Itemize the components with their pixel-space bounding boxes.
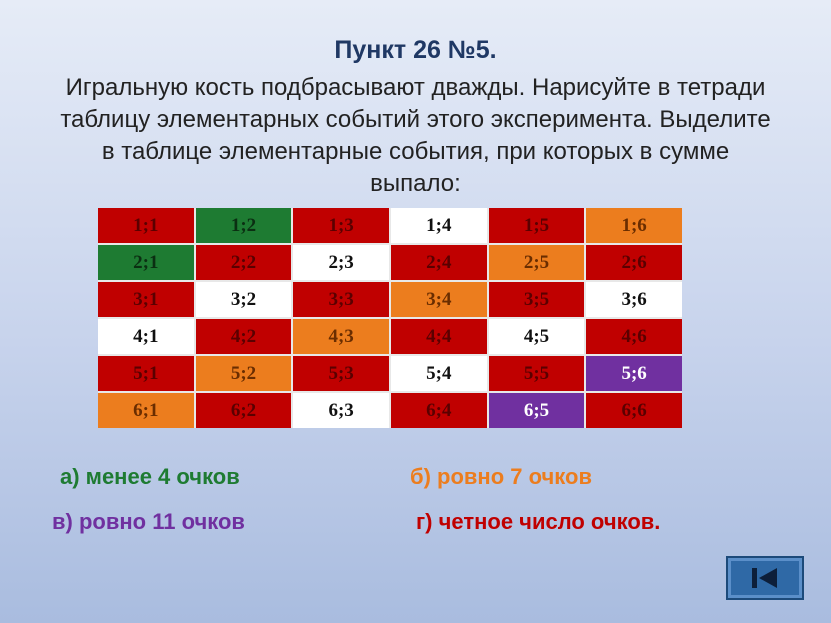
table-cell: 5;2 [195, 356, 292, 391]
table-cell: 1;3 [293, 208, 389, 243]
table-cell: 6;6 [586, 393, 682, 428]
table-cell: 3;6 [586, 282, 682, 317]
table-cell: 3;1 [98, 282, 194, 317]
table-cell: 2;3 [293, 245, 389, 280]
table-cell: 1;5 [488, 208, 585, 243]
first-slide-icon [752, 568, 777, 588]
answer-d: г) четное число очков. [416, 509, 661, 534]
table-cell: 2;5 [488, 245, 585, 280]
table-cell: 3;5 [488, 282, 585, 317]
table-cell: 6;2 [195, 393, 292, 428]
table-cell: 3;3 [293, 282, 389, 317]
table-cell: 4;4 [390, 319, 487, 354]
answer-a: а) менее 4 очков [60, 464, 240, 489]
table-cell: 5;1 [98, 356, 194, 391]
table-cell: 2;1 [98, 245, 194, 280]
answer-b: б) ровно 7 очков [410, 464, 592, 489]
table-cell: 4;3 [293, 319, 389, 354]
table-cell: 3;2 [195, 282, 292, 317]
table-cell: 1;6 [586, 208, 682, 243]
table-cell: 3;4 [390, 282, 487, 317]
table-cell: 5;6 [586, 356, 682, 391]
table-cell: 4;2 [195, 319, 292, 354]
events-table: 1;1 1;2 1;3 1;4 1;5 1;6 2;1 2;2 2;3 2;4 2;5 2;6 3;1 3… [98, 208, 682, 428]
answer-c: в) ровно 11 очков [52, 509, 245, 534]
table-cell: 1;4 [390, 208, 487, 243]
table-cell: 1;1 [98, 208, 194, 243]
table-cell: 6;3 [293, 393, 389, 428]
table-cell: 4;6 [586, 319, 682, 354]
table-cell: 2;4 [390, 245, 487, 280]
table-cell: 4;1 [98, 319, 194, 354]
table-cell: 1;2 [195, 208, 292, 243]
table-cell: 2;6 [586, 245, 682, 280]
table-cell: 5;5 [488, 356, 585, 391]
table-cell: 5;4 [390, 356, 487, 391]
slide-title: Пункт 26 №5. [334, 36, 497, 64]
table-cell: 6;5 [488, 393, 585, 428]
table-cell: 4;5 [488, 319, 585, 354]
table-cell: 5;3 [293, 356, 389, 391]
first-slide-button[interactable] [726, 556, 804, 600]
table-cell: 6;4 [390, 393, 487, 428]
table-cell: 6;1 [98, 393, 194, 428]
table-cell: 2;2 [195, 245, 292, 280]
task-text: Игральную кость подбрасывают дважды. Нар… [60, 74, 771, 197]
